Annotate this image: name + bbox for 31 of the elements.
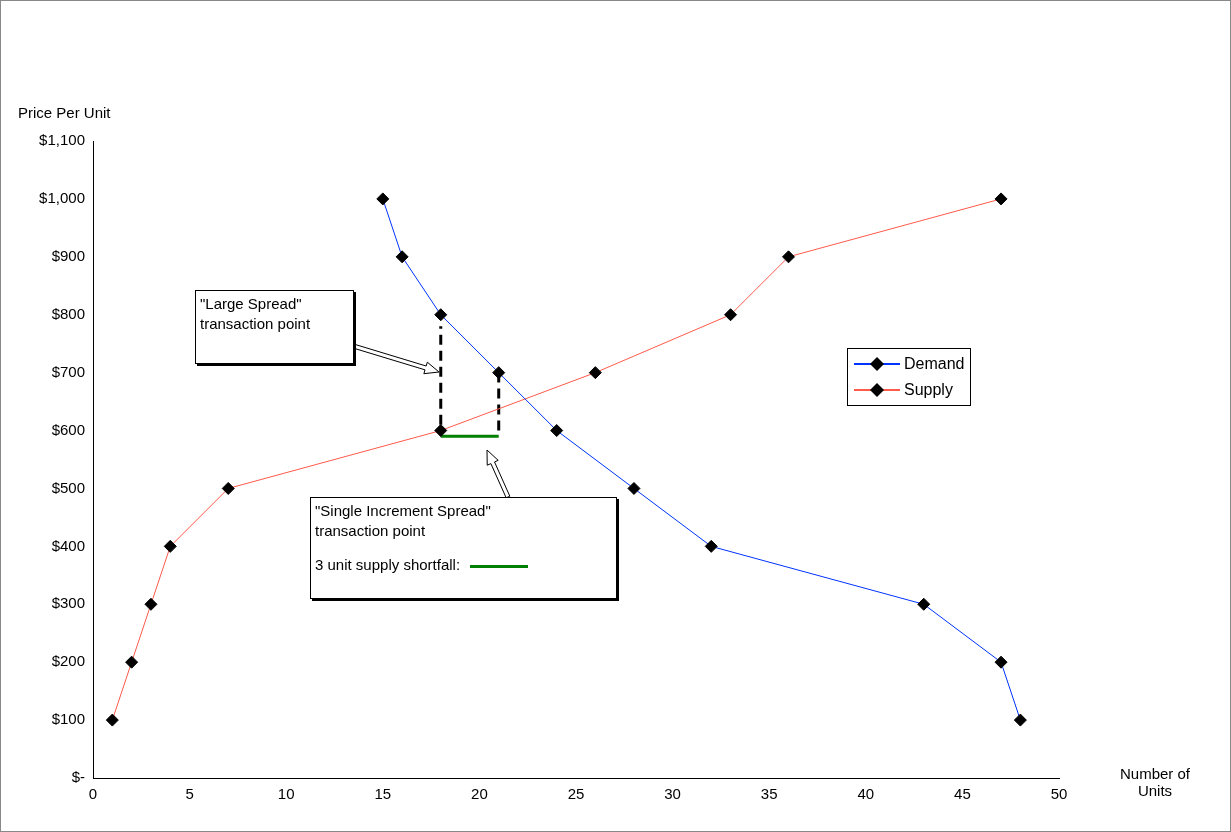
y-tick-label: $800 (51, 304, 85, 322)
x-tick-label: 15 (374, 785, 392, 803)
y-tick-label: $900 (51, 246, 85, 264)
y-tick-label: $600 (51, 420, 85, 438)
annotation: 3 unit supply shortfall: (315, 555, 462, 575)
y-tick-label: $1,000 (39, 189, 85, 207)
x-tick-label: 0 (88, 785, 98, 803)
x-tick-label: 10 (277, 785, 295, 803)
y-tick-label: $500 (51, 478, 85, 496)
y-tick-label: $200 (51, 652, 85, 670)
x-tick-label: 25 (567, 785, 585, 803)
x-tick-label: 50 (1050, 785, 1068, 803)
annotation: "Large Spread" transaction point (200, 294, 311, 334)
annotation: "Single Increment Spread" transaction point (315, 501, 491, 541)
point (492, 366, 506, 380)
x-axis-title: Number of Units (1119, 765, 1191, 799)
x-tick-label: 30 (664, 785, 681, 803)
y-tick-label: $400 (51, 536, 85, 554)
y-tick-label: $1,100 (39, 131, 85, 149)
x-tick-label: 45 (954, 785, 971, 803)
x-tick-label: 40 (857, 785, 875, 803)
y-tick-label: $100 (51, 710, 85, 728)
x-tick-label: 35 (760, 785, 778, 803)
y-axis-title: Price Per Unit (18, 104, 111, 121)
y-tick-label: $300 (51, 594, 85, 612)
legend-label: Demand (904, 355, 965, 373)
x-tick-label: 20 (471, 785, 488, 803)
legend-label: Supply (904, 381, 953, 399)
y-tick-label: $700 (51, 362, 85, 380)
y-tick-label: $- (71, 768, 85, 786)
x-tick-label: 5 (185, 785, 194, 803)
